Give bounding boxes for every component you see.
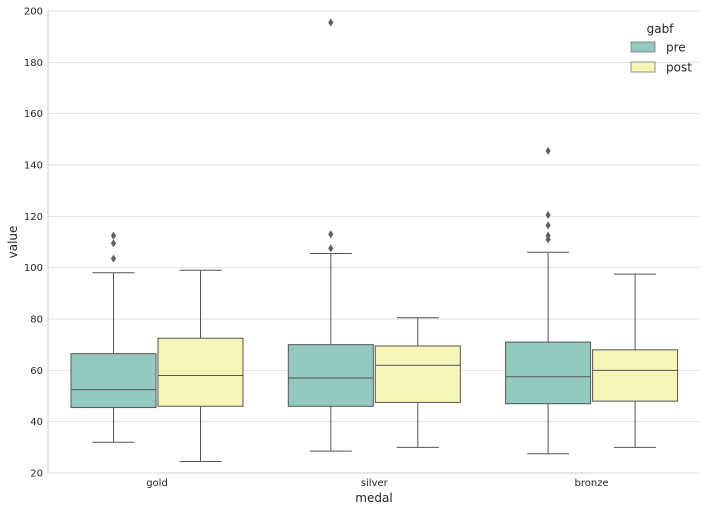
y-tick-label: 180 <box>24 58 43 69</box>
outlier-point <box>110 231 117 240</box>
outlier-point <box>110 254 117 263</box>
legend: gabf pre post <box>630 22 692 75</box>
box-body <box>374 345 461 403</box>
y-axis-label: value <box>6 226 20 259</box>
x-tick-label-silver: silver <box>361 478 389 489</box>
box-post-silver <box>374 317 461 448</box>
y-tick-label: 160 <box>24 109 43 120</box>
y-tick-label: 40 <box>30 417 43 428</box>
outlier-point <box>545 211 551 220</box>
y-tick-label: 60 <box>30 366 43 377</box>
box-pre-gold <box>70 231 157 443</box>
x-tick-label-bronze: bronze <box>575 478 609 489</box>
x-tick-label-gold: gold <box>146 478 168 489</box>
box-pre-bronze <box>505 146 592 455</box>
y-tick-label: 20 <box>30 469 43 480</box>
axes: 20 40 60 80 100 120 140 160 180 200 gold silver bron… <box>6 7 609 506</box>
box-body <box>157 337 244 407</box>
y-tick-label: 140 <box>24 161 43 172</box>
box-body <box>70 353 157 409</box>
y-tick-label: 200 <box>24 7 43 18</box>
box-body <box>505 341 592 405</box>
box-post-gold <box>157 269 244 462</box>
outlier-point <box>545 146 551 155</box>
box-body <box>287 344 374 407</box>
box-post-bronze <box>592 273 679 448</box>
x-axis-label: medal <box>355 491 392 505</box>
outlier-point <box>328 230 334 239</box>
boxes <box>70 18 679 462</box>
box-body <box>592 349 679 402</box>
outlier-point <box>110 239 117 248</box>
y-tick-label: 80 <box>30 315 43 326</box>
legend-swatch-pre <box>630 41 656 53</box>
legend-swatch-post <box>630 61 656 73</box>
legend-title: gabf <box>647 22 675 36</box>
legend-label-pre: pre <box>666 41 686 55</box>
outlier-point <box>545 231 551 240</box>
y-tick-label: 120 <box>24 212 43 223</box>
outlier-point <box>328 18 334 27</box>
legend-label-post: post <box>666 61 692 75</box>
y-tick-label: 100 <box>24 263 43 274</box>
outlier-point <box>328 244 334 253</box>
box-pre-silver <box>287 18 374 452</box>
gridlines <box>48 10 700 474</box>
outlier-point <box>545 221 551 230</box>
